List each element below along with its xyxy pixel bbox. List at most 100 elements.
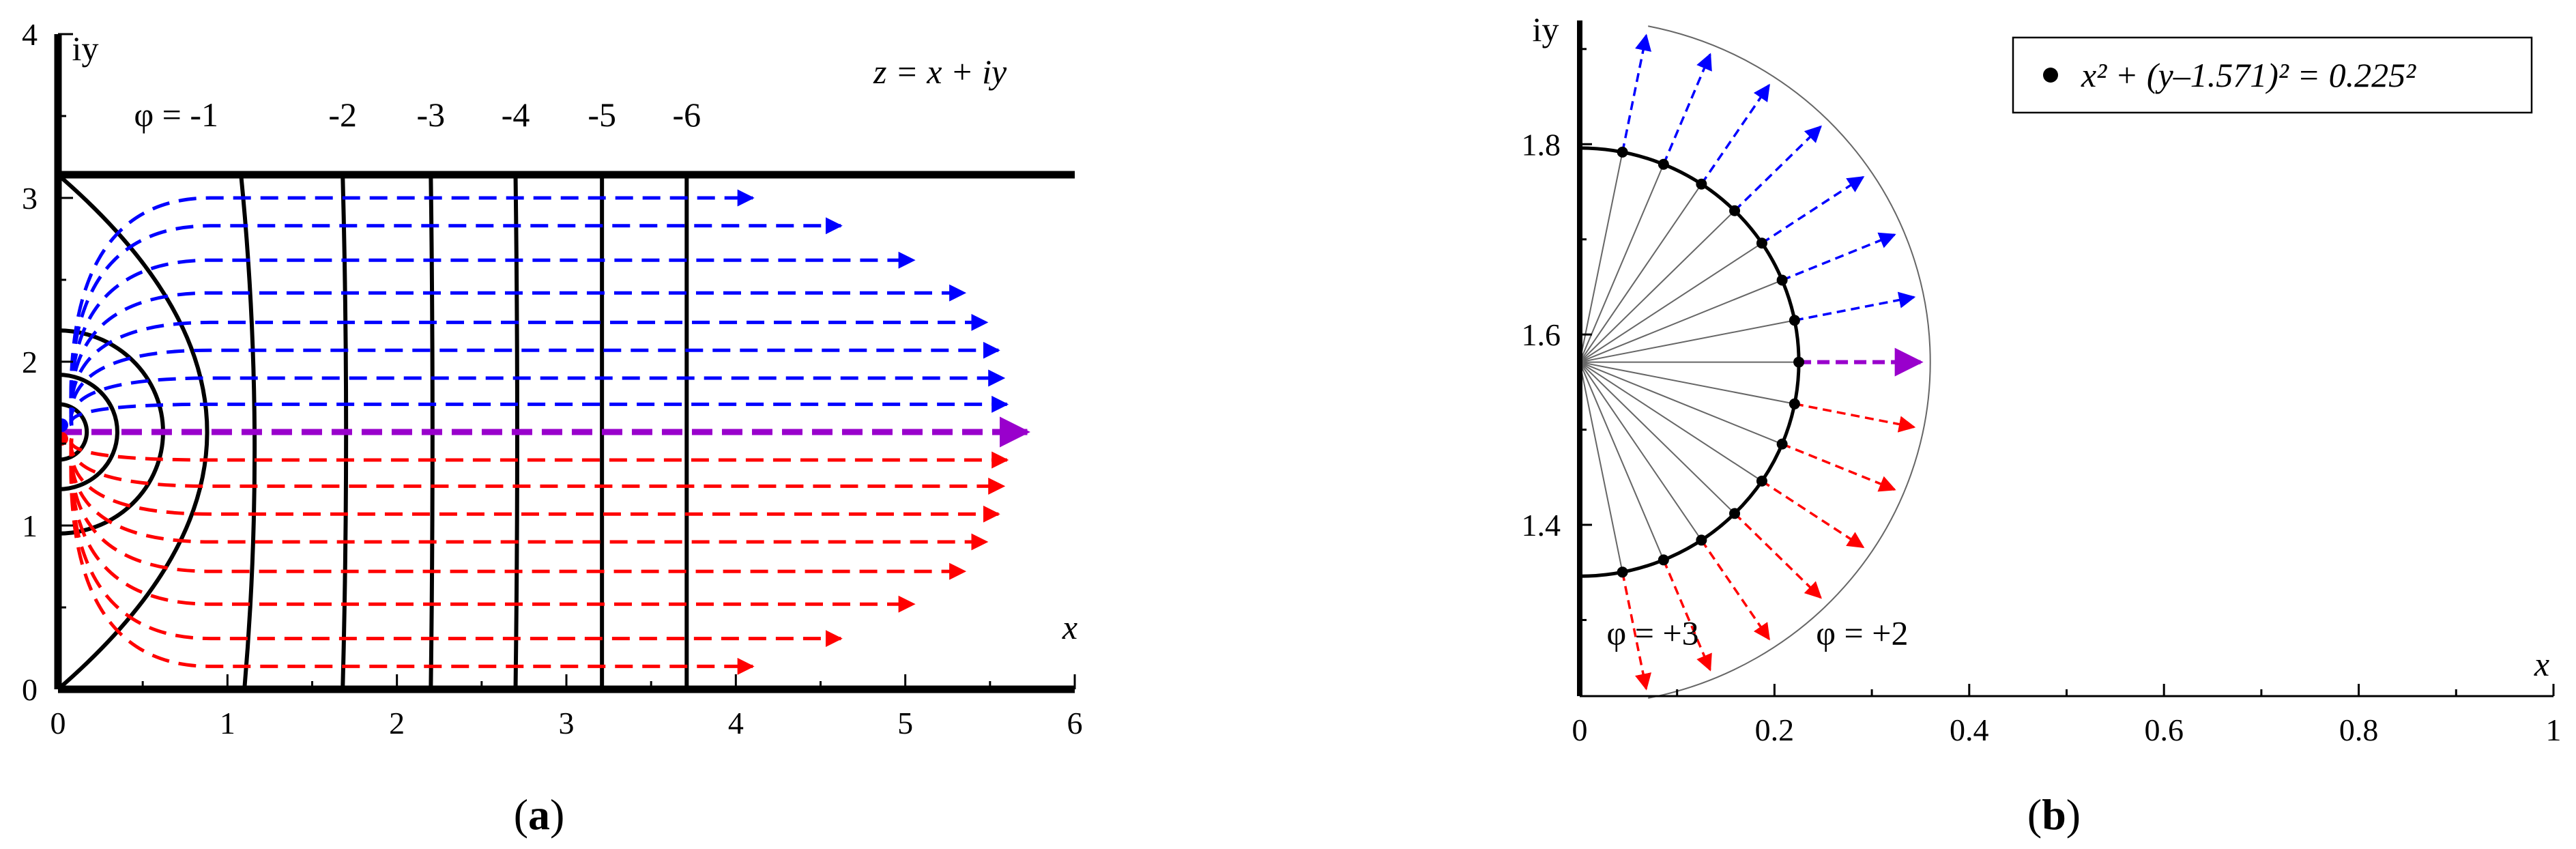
panel-a-caption: (a) — [514, 790, 565, 839]
velocity-arrow — [1662, 559, 1712, 672]
y-tick-label: 1.6 — [1522, 317, 1561, 352]
radial-line — [1579, 152, 1623, 362]
red-streamline — [69, 438, 755, 675]
panel-a: 0 1 2 3 4 5 6 0 1 2 3 4 φ = -1 -2 -3 -4 -5 -6 z = x + iy… — [22, 17, 1083, 839]
panel-a-equipotential-labels: φ = -1 -2 -3 -4 -5 -6 — [134, 96, 701, 134]
velocity-arrow — [1621, 571, 1652, 691]
panel-a-ylabel: iy — [72, 29, 99, 68]
boundary-point — [1658, 158, 1669, 170]
panel-b-velocity-arrows — [1621, 33, 1924, 691]
boundary-point — [1756, 475, 1767, 487]
panel-b: 0 0.2 0.4 0.6 0.8 1 1.4 1.6 1.8 φ = +3 φ = +2 x² … — [1522, 10, 2562, 839]
panel-a-tick-labels: 0 1 2 3 4 5 6 0 1 2 3 4 — [22, 17, 1083, 740]
panel-a-axes — [54, 33, 1076, 693]
x-tick-label: 0.4 — [1950, 713, 1989, 747]
radial-line — [1579, 279, 1783, 363]
boundary-point — [1776, 274, 1788, 286]
red-streamline — [69, 438, 1006, 495]
blue-streamline — [69, 313, 989, 426]
panel-a-streamlines — [54, 189, 1030, 675]
boundary-point — [1789, 315, 1800, 326]
boundary-point — [1617, 566, 1628, 578]
outer-arc — [1648, 25, 1931, 699]
velocity-arrow — [1761, 480, 1865, 549]
radial-line — [1579, 242, 1763, 363]
radial-line — [1579, 362, 1703, 541]
y-tick-label: 4 — [22, 17, 38, 52]
y-tick-label: 1.4 — [1522, 508, 1561, 543]
panel-b-tick-labels: 0 0.2 0.4 0.6 0.8 1 1.4 1.6 1.8 — [1522, 127, 2562, 747]
arc-label: φ = +2 — [1816, 614, 1908, 652]
red-streamline — [69, 438, 916, 613]
panel-a-equation: z = x + iy — [873, 53, 1007, 91]
y-tick-label: 3 — [22, 181, 38, 216]
panel-b-xlabel: x — [2534, 645, 2549, 683]
x-tick-label: 0.6 — [2144, 713, 2184, 747]
boundary-point — [1789, 398, 1800, 409]
velocity-arrow — [1781, 443, 1896, 492]
red-streamline — [69, 437, 1009, 469]
y-tick-label: 1.8 — [1522, 127, 1561, 162]
boundary-point — [1729, 205, 1741, 216]
blue-streamline — [69, 217, 843, 426]
velocity-arrow — [1733, 513, 1822, 599]
x-tick-label: 1 — [220, 706, 235, 740]
legend-label: x² + (y–1.571)² = 0.225² — [2081, 56, 2416, 94]
arc-label: φ = +3 — [1606, 614, 1698, 652]
radial-line — [1579, 361, 1735, 515]
boundary-point — [1696, 534, 1707, 546]
panel-b-axes — [1577, 20, 2555, 697]
velocity-arrow — [1794, 403, 1916, 433]
radial-line — [1579, 362, 1664, 560]
blue-streamline — [69, 251, 916, 426]
red-streamline — [69, 438, 1000, 523]
x-tick-label: 1 — [2546, 713, 2562, 747]
x-tick-label: 3 — [559, 706, 575, 740]
blue-streamline — [69, 341, 1000, 426]
boundary-point — [1793, 356, 1805, 368]
velocity-arrow — [1621, 33, 1652, 153]
x-tick-label: 6 — [1067, 706, 1083, 740]
x-tick-label: 0.8 — [2339, 713, 2379, 747]
boundary-point — [1696, 178, 1707, 190]
equipotential-label: -5 — [588, 96, 616, 134]
boundary-point — [1756, 238, 1767, 249]
legend-box — [2012, 36, 2533, 114]
boundary-point — [1776, 438, 1788, 450]
x-tick-label: 5 — [897, 706, 913, 740]
equipotential-label: -6 — [672, 96, 701, 134]
x-tick-label: 0 — [1572, 713, 1588, 747]
velocity-arrow — [1781, 232, 1896, 282]
radial-line — [1579, 361, 1763, 482]
radial-line — [1579, 361, 1783, 445]
velocity-arrow — [1794, 291, 1916, 322]
x-tick-label: 0.2 — [1755, 713, 1795, 747]
inner-contour — [57, 372, 119, 491]
radial-line — [1579, 362, 1623, 573]
x-tick-label: 0 — [50, 706, 66, 740]
panel-a-xlabel: x — [1062, 608, 1077, 646]
equipotential-label: φ = -1 — [134, 96, 218, 134]
red-streamline — [69, 438, 843, 648]
velocity-arrow — [1662, 53, 1712, 165]
panel-b-points — [1617, 146, 1805, 578]
inner-contour — [57, 402, 89, 462]
radial-line — [1579, 361, 1795, 405]
outer-equipotential — [57, 173, 209, 691]
blue-streamline — [69, 395, 1009, 427]
panel-b-caption: (b) — [2027, 790, 2081, 839]
radial-line — [1579, 319, 1795, 363]
boundary-point — [1729, 508, 1741, 519]
velocity-arrow — [1733, 125, 1822, 212]
velocity-arrow — [1761, 175, 1865, 244]
radial-line — [1579, 184, 1703, 363]
x-tick-label: 2 — [389, 706, 405, 740]
panel-b-ylabel: iy — [1533, 10, 1559, 48]
legend-marker — [2043, 68, 2058, 83]
blue-streamline — [69, 369, 1006, 426]
boundary-point — [1617, 146, 1628, 158]
y-tick-label: 0 — [22, 672, 38, 707]
red-streamline — [69, 438, 989, 551]
panel-b-arc-labels: φ = +3 φ = +2 — [1606, 614, 1908, 652]
